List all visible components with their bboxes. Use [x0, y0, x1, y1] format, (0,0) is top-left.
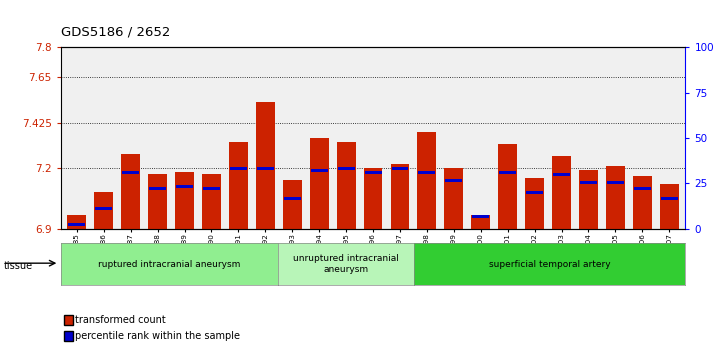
Bar — [552, 156, 571, 229]
Bar — [176, 185, 193, 188]
Bar — [363, 168, 383, 229]
Bar — [202, 174, 221, 229]
Text: unruptured intracranial
aneurysm: unruptured intracranial aneurysm — [293, 254, 399, 274]
Bar — [338, 167, 355, 170]
Bar — [311, 169, 328, 171]
Bar — [149, 174, 167, 229]
Bar — [553, 173, 570, 176]
Bar — [69, 223, 86, 226]
Bar — [175, 172, 194, 229]
Bar — [472, 215, 489, 218]
Bar — [526, 191, 543, 194]
Bar — [607, 181, 624, 184]
Bar — [580, 181, 597, 184]
Text: GDS5186 / 2652: GDS5186 / 2652 — [61, 25, 170, 38]
Text: transformed count: transformed count — [75, 315, 166, 325]
Bar — [391, 167, 408, 170]
Bar — [634, 187, 651, 189]
Bar — [67, 215, 86, 229]
Bar — [229, 142, 248, 229]
Text: percentile rank within the sample: percentile rank within the sample — [75, 331, 240, 341]
Bar — [310, 138, 328, 229]
Bar — [526, 178, 544, 229]
Bar — [95, 207, 112, 210]
Bar — [498, 144, 517, 229]
Bar — [633, 176, 652, 229]
Bar — [283, 197, 301, 200]
Bar — [579, 170, 598, 229]
Bar — [122, 171, 139, 174]
Bar — [149, 187, 166, 189]
Bar — [444, 168, 463, 229]
Bar — [203, 187, 220, 189]
Bar — [446, 179, 463, 182]
Bar — [121, 154, 140, 229]
Bar — [499, 171, 516, 174]
Text: superficial temporal artery: superficial temporal artery — [489, 260, 610, 269]
Text: tissue: tissue — [4, 261, 33, 271]
Bar — [94, 192, 114, 229]
Bar — [230, 167, 247, 170]
Bar — [660, 197, 678, 200]
Bar — [256, 102, 275, 229]
Bar — [391, 164, 409, 229]
Bar — [660, 184, 679, 229]
Text: ruptured intracranial aneurysm: ruptured intracranial aneurysm — [98, 260, 241, 269]
Bar — [418, 132, 436, 229]
Bar — [471, 215, 491, 229]
Bar — [283, 180, 302, 229]
Bar — [418, 171, 436, 174]
Bar — [365, 171, 381, 174]
Bar — [337, 142, 356, 229]
Bar — [606, 166, 625, 229]
Bar — [257, 167, 274, 170]
